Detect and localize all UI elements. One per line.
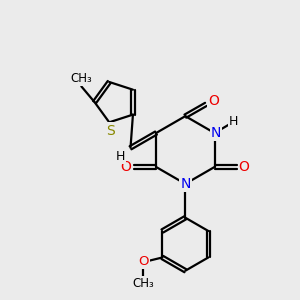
Text: N: N: [180, 177, 190, 191]
Text: O: O: [208, 94, 219, 108]
Text: S: S: [106, 124, 115, 138]
Text: O: O: [239, 160, 250, 174]
Text: O: O: [138, 255, 148, 268]
Text: CH₃: CH₃: [70, 72, 92, 85]
Text: O: O: [120, 160, 131, 174]
Text: N: N: [211, 126, 221, 140]
Text: H: H: [116, 149, 125, 163]
Text: CH₃: CH₃: [132, 277, 154, 290]
Text: H: H: [229, 116, 239, 128]
